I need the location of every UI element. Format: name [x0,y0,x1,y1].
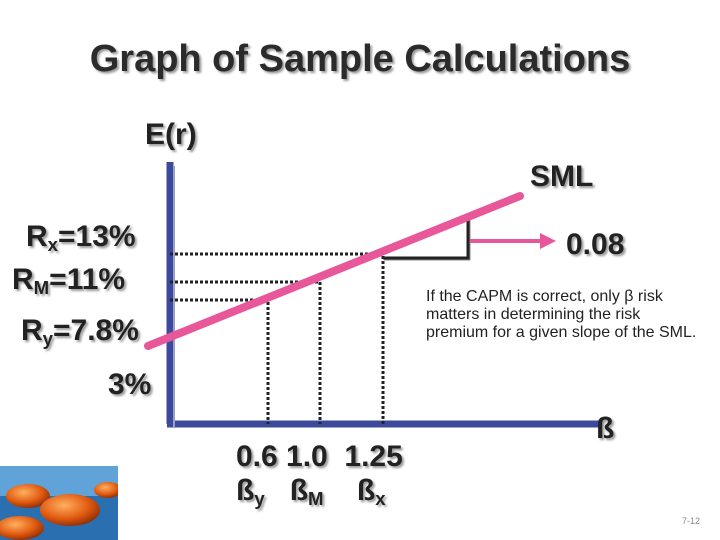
reference-lines [170,252,385,424]
ref-line-m [170,280,322,424]
beta-labels: ßy ßM ßx [236,474,386,510]
slope-value: 0.08 [566,228,625,261]
slide-title: Graph of Sample Calculations [89,38,631,80]
sml-label: SML [530,160,594,193]
arrow-head [540,233,556,249]
risk-free-rate: 3% [108,368,152,401]
y-axis-label: E(r) [145,118,197,151]
ref-line-x [170,252,385,424]
decorative-image [0,466,118,540]
return-y: Ry=7.8% [21,314,139,350]
slide-number: 7-12 [682,516,701,526]
return-m: RM=11% [12,263,126,299]
capm-note: If the CAPM is correct, only β risk matt… [426,288,697,341]
return-x: Rx=13% [26,220,136,256]
beta-values: 0.6 1.0 1.25 [236,440,403,473]
x-axis-label: ß [596,412,615,445]
sml-line [144,192,524,350]
slope-triangle [383,214,470,260]
